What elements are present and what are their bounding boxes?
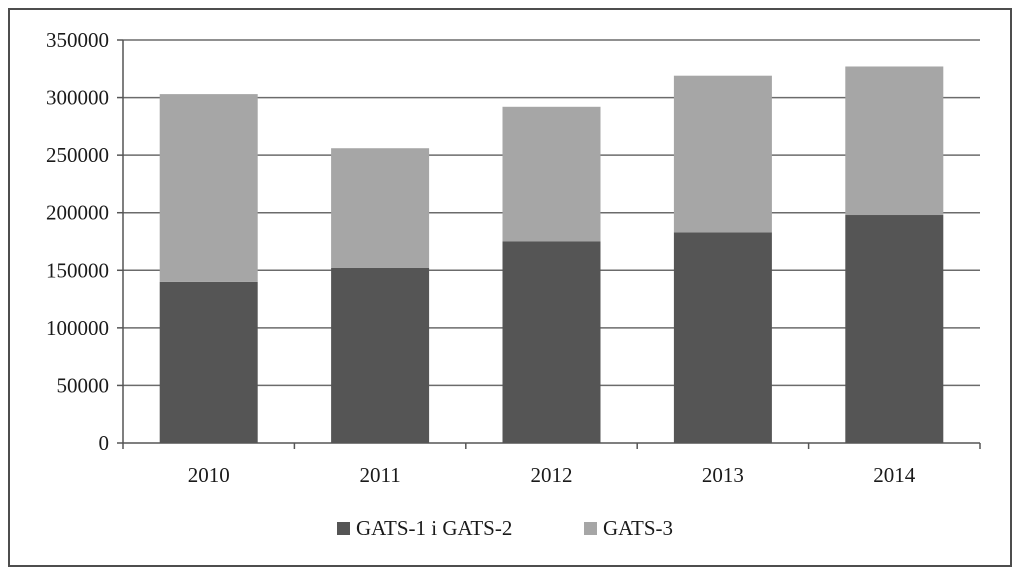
legend-label-0: GATS-1 i GATS-2 bbox=[356, 516, 512, 540]
bar-2013-series-0 bbox=[673, 232, 772, 443]
x-tick-label-2012: 2012 bbox=[531, 463, 573, 487]
bar-2010-series-0 bbox=[159, 281, 258, 443]
y-tick-label-1: 50000 bbox=[57, 373, 110, 397]
y-tick-label-3: 150000 bbox=[46, 258, 109, 282]
y-tick-label-5: 250000 bbox=[46, 143, 109, 167]
legend-label-1: GATS-3 bbox=[603, 516, 673, 540]
x-tick-label-2014: 2014 bbox=[873, 463, 916, 487]
x-tick-label-2011: 2011 bbox=[359, 463, 400, 487]
bar-2014-series-1 bbox=[845, 66, 944, 216]
y-axis-ticks: 0 50000 100000 150000 200000 250000 300000 3500… bbox=[46, 28, 109, 455]
bar-2012-series-0 bbox=[502, 241, 601, 443]
y-tick-label-4: 200000 bbox=[46, 201, 109, 225]
bar-2011-series-1 bbox=[331, 148, 430, 268]
legend: GATS-1 i GATS-2 GATS-3 bbox=[337, 516, 673, 540]
bar-2010-series-1 bbox=[159, 94, 258, 282]
y-tick-label-0: 0 bbox=[99, 431, 110, 455]
bar-2011-series-0 bbox=[331, 267, 430, 443]
bar-2014-series-0 bbox=[845, 215, 944, 443]
y-tick-label-6: 300000 bbox=[46, 86, 109, 110]
bar-2013-series-1 bbox=[673, 75, 772, 233]
legend-swatch-1 bbox=[584, 522, 597, 535]
y-tick-label-7: 350000 bbox=[46, 28, 109, 52]
bars bbox=[159, 66, 944, 443]
x-tick-label-2010: 2010 bbox=[188, 463, 230, 487]
x-tick-label-2013: 2013 bbox=[702, 463, 744, 487]
legend-swatch-0 bbox=[337, 522, 350, 535]
x-axis-ticks: 2010 2011 2012 2013 2014 bbox=[188, 463, 916, 487]
bar-2012-series-1 bbox=[502, 106, 601, 242]
y-tick-label-2: 100000 bbox=[46, 316, 109, 340]
